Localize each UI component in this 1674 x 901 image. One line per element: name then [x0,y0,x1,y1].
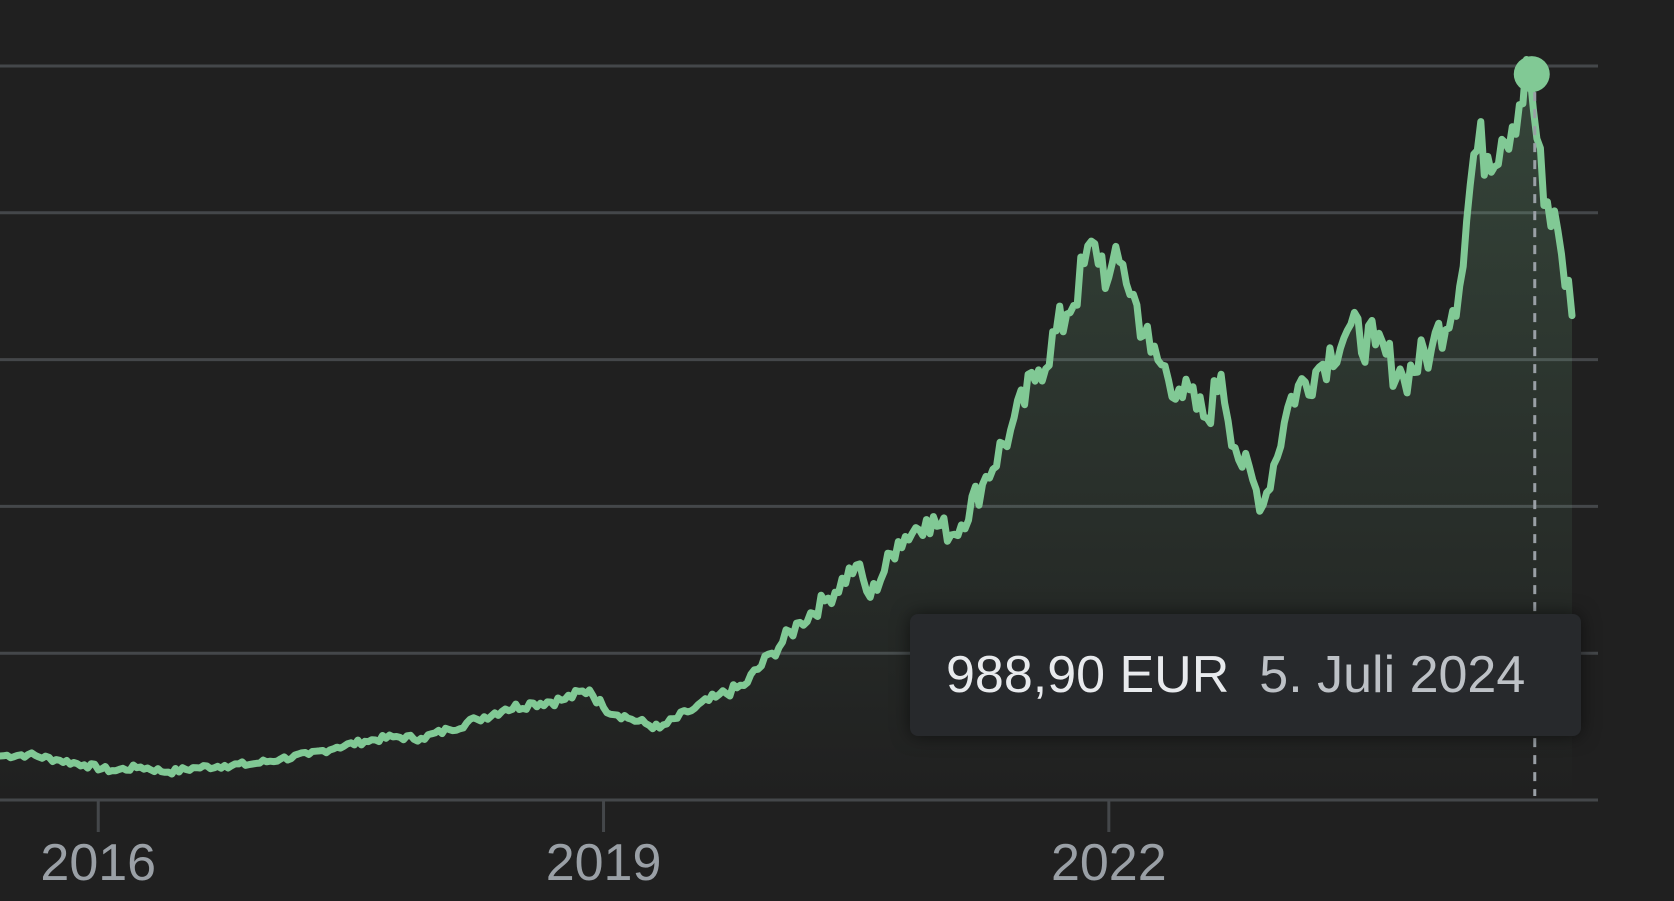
x-tick-label: 2019 [546,834,662,892]
x-tick-label: 2016 [40,834,156,892]
tooltip-value: 988,90 EUR [946,646,1230,704]
hover-tooltip: 988,90 EUR 5. Juli 2024 [910,614,1581,736]
x-axis: 2016 2019 2022 [40,800,1167,892]
tooltip-date: 5. Juli 2024 [1259,646,1526,704]
x-tick-label: 2022 [1051,834,1167,892]
price-line[interactable] [0,56,1576,778]
highlight-point[interactable] [1513,56,1550,93]
